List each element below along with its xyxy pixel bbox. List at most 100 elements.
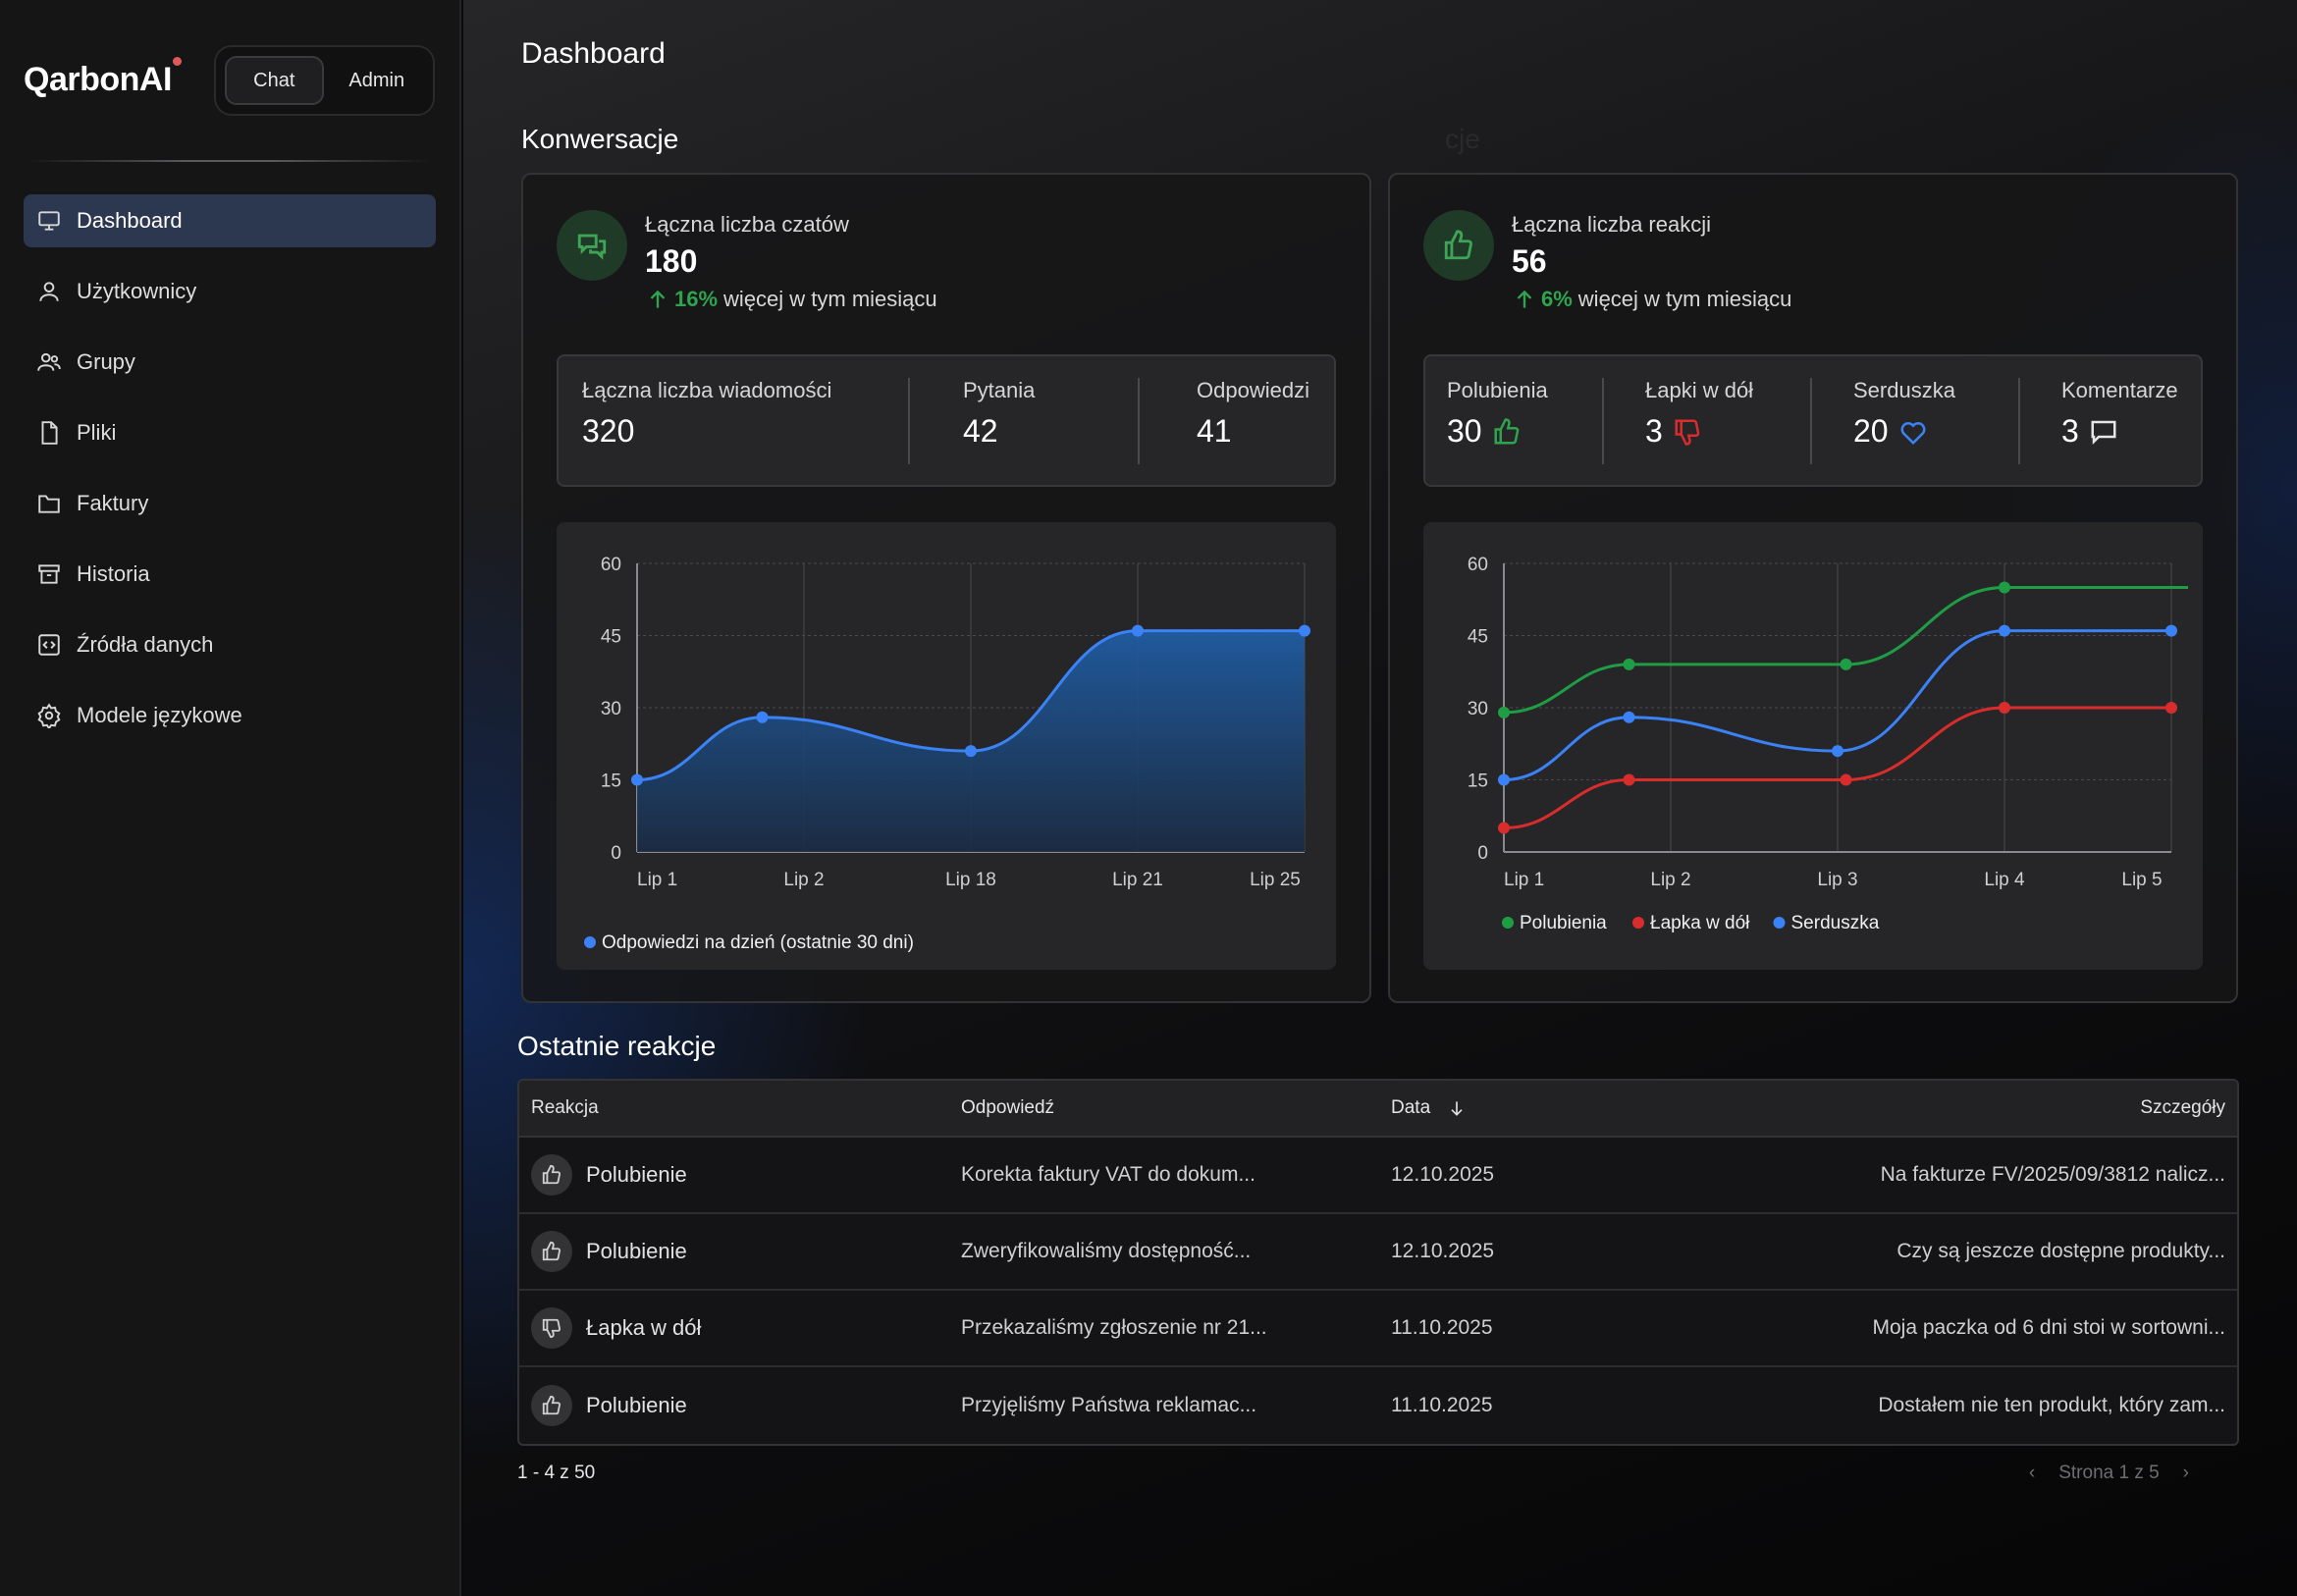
sidebar-item-invoices[interactable]: Faktury xyxy=(24,477,436,530)
stat-label: Polubienia xyxy=(1447,378,1548,402)
chat-mode-button[interactable]: Chat xyxy=(225,56,324,105)
reaction-label: Łapka w dół xyxy=(586,1315,702,1340)
next-page-icon[interactable]: › xyxy=(2182,1463,2189,1483)
trend-text: więcej w tym miesiącu xyxy=(1577,287,1792,311)
cell-details[interactable]: Dostałem nie ten produkt, który zam... xyxy=(1878,1394,2225,1416)
data-point xyxy=(1299,624,1310,637)
sidebar-item-language-models[interactable]: Modele językowe xyxy=(24,689,436,742)
sidebar-item-label: Grupy xyxy=(77,349,135,374)
reaction-label: Polubienie xyxy=(586,1393,687,1417)
col-date[interactable]: Data xyxy=(1391,1097,1467,1119)
y-tick-label: 15 xyxy=(1468,771,1488,792)
brand-logo[interactable]: QarbonAI xyxy=(24,57,182,99)
sort-down-icon[interactable] xyxy=(1447,1098,1467,1118)
data-point xyxy=(2165,624,2177,637)
prev-page-icon[interactable]: ‹ xyxy=(2028,1463,2036,1483)
section-title-conversations: Konwersacje xyxy=(521,124,679,154)
page-title: Dashboard xyxy=(521,37,666,70)
sidebar-item-data-sources[interactable]: Źródła danych xyxy=(24,618,436,671)
kpi-trend: 16% więcej w tym miesiącu xyxy=(645,287,937,312)
legend-label: Odpowiedzi na dzień (ostatnie 30 dni) xyxy=(602,932,914,953)
sidebar-item-users[interactable]: Użytkownicy xyxy=(24,265,436,318)
stat-comments: Komentarze 3 xyxy=(2061,378,2178,450)
stat-divider xyxy=(1602,378,1604,464)
cell-answer: Przekazaliśmy zgłoszenie nr 21... xyxy=(961,1316,1267,1339)
cell-reaction: Polubienie xyxy=(531,1154,687,1196)
sidebar-item-dashboard[interactable]: Dashboard xyxy=(24,194,436,247)
stat-value: 30 xyxy=(1447,413,1482,449)
stat-total-messages: Łączna liczba wiadomości 320 xyxy=(582,378,831,450)
cell-reaction: Łapka w dół xyxy=(531,1307,701,1349)
cell-date: 11.10.2025 xyxy=(1391,1316,1493,1339)
recent-reactions-table: Reakcja Odpowiedź Data Szczegóły Polubie… xyxy=(517,1079,2239,1446)
y-tick-label: 15 xyxy=(601,771,621,792)
stat-value: 3 xyxy=(2061,413,2079,449)
sidebar-item-files[interactable]: Pliki xyxy=(24,406,436,459)
data-point xyxy=(1498,773,1510,786)
stat-divider xyxy=(2018,378,2020,464)
x-tick-label: Lip 1 xyxy=(637,870,677,890)
data-point xyxy=(1132,624,1144,637)
cell-answer: Przyjęliśmy Państwa reklamac... xyxy=(961,1394,1257,1416)
data-point xyxy=(2165,702,2177,714)
page-indicator: Strona 1 z 5 xyxy=(2058,1463,2160,1483)
cell-date: 12.10.2025 xyxy=(1391,1163,1495,1186)
reactions-panel: Łączna liczba reakcji 56 6% więcej w tym… xyxy=(1388,173,2238,1003)
file-icon xyxy=(35,419,63,447)
conversation-stats: Łączna liczba wiadomości 320 Pytania 42 … xyxy=(557,354,1336,487)
cell-answer: Korekta faktury VAT do dokum... xyxy=(961,1163,1255,1186)
sidebar-item-history[interactable]: Historia xyxy=(24,548,436,601)
kpi-value: 180 xyxy=(645,243,698,279)
table-row[interactable]: Polubienie Korekta faktury VAT do dokum..… xyxy=(519,1138,2237,1214)
table-row[interactable]: Polubienie Przyjęliśmy Państwa reklamac..… xyxy=(519,1367,2237,1444)
data-point xyxy=(1840,773,1852,786)
x-tick-label: Lip 5 xyxy=(2121,870,2162,890)
data-point xyxy=(1498,822,1510,834)
cell-details[interactable]: Czy są jeszcze dostępne produkty... xyxy=(1896,1240,2225,1262)
gear-icon xyxy=(35,702,63,729)
stat-divider xyxy=(1138,378,1140,464)
thumbs-up-icon xyxy=(531,1385,572,1426)
sidebar-item-label: Historia xyxy=(77,561,150,586)
y-tick-label: 60 xyxy=(1468,555,1488,575)
reactions-chart-svg: 0 15 30 45 60 Lip 1 Lip 2 Lip 3 Lip 4 Lip 5 Polubi… xyxy=(1468,555,2188,933)
admin-mode-button[interactable]: Admin xyxy=(348,69,405,91)
sidebar-item-groups[interactable]: Grupy xyxy=(24,336,436,389)
cell-details[interactable]: Moja paczka od 6 dni stoi w sortowni... xyxy=(1872,1316,2225,1339)
legend-label: Serduszka xyxy=(1791,913,1880,933)
stat-value: 320 xyxy=(582,413,635,449)
sidebar-item-label: Dashboard xyxy=(77,208,183,233)
stat-value: 3 xyxy=(1645,413,1663,449)
answers-chart: 0 15 30 45 60 Lip 1 Lip 2 Lip 18 Lip 21 Lip 25 Odp… xyxy=(557,522,1336,970)
thumbs-down-icon xyxy=(1675,419,1700,446)
data-point xyxy=(1623,711,1635,723)
stat-value: 42 xyxy=(963,413,998,449)
stat-value-row: 3 xyxy=(1645,413,1753,450)
comment-icon xyxy=(2091,420,2116,445)
stat-label: Pytania xyxy=(963,378,1036,402)
table-row[interactable]: Łapka w dół Przekazaliśmy zgłoszenie nr 2… xyxy=(519,1291,2237,1367)
table-row[interactable]: Polubienie Zweryfikowaliśmy dostępność...… xyxy=(519,1214,2237,1291)
col-answer[interactable]: Odpowiedź xyxy=(961,1097,1055,1118)
stat-value: 20 xyxy=(1853,413,1889,449)
stat-hearts: Serduszka 20 xyxy=(1853,378,1955,450)
conversations-panel: Łączna liczba czatów 180 16% więcej w ty… xyxy=(521,173,1371,1003)
y-tick-label: 45 xyxy=(1468,627,1488,648)
heart-icon xyxy=(1900,421,1926,445)
stat-value-row: 3 xyxy=(2061,413,2178,450)
cell-details[interactable]: Na fakturze FV/2025/09/3812 nalicz... xyxy=(1880,1163,2225,1186)
col-reaction[interactable]: Reakcja xyxy=(531,1097,599,1118)
chat-bubbles-icon xyxy=(557,210,627,281)
arrow-up-icon xyxy=(1517,290,1532,308)
data-point xyxy=(1999,624,2010,637)
stat-label: Odpowiedzi xyxy=(1197,378,1309,402)
trend-percent: 16% xyxy=(674,287,719,311)
stat-questions: Pytania 42 xyxy=(963,378,1035,450)
sidebar-item-label: Pliki xyxy=(77,420,117,445)
col-details[interactable]: Szczegóły xyxy=(2140,1097,2225,1118)
reactions-chart: 0 15 30 45 60 Lip 1 Lip 2 Lip 3 Lip 4 Lip 5 Polubi… xyxy=(1423,522,2203,970)
y-tick-label: 60 xyxy=(601,555,621,575)
x-tick-label: Lip 18 xyxy=(945,870,996,890)
x-tick-label: Lip 2 xyxy=(783,870,824,890)
table-header: Reakcja Odpowiedź Data Szczegóły xyxy=(519,1081,2237,1138)
